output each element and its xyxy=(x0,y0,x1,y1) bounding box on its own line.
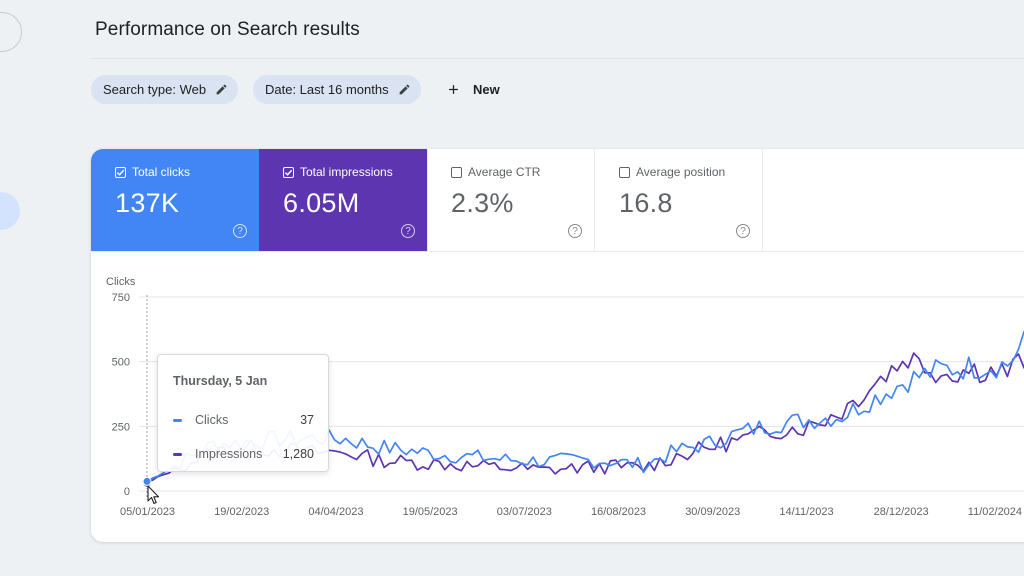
y-tick-label: 250 xyxy=(112,421,130,433)
title-divider xyxy=(90,58,1024,59)
y-tick-label: 750 xyxy=(112,292,130,304)
help-icon[interactable]: ? xyxy=(233,224,247,238)
tooltip-row-clicks: Clicks 37 xyxy=(173,413,314,427)
y-tick-label: 0 xyxy=(124,486,130,498)
performance-card: Total clicks 137K ? Total impressions 6.… xyxy=(91,149,1024,542)
performance-chart[interactable]: Clicks 750 500 250 0 05/01/2023 19/02/2023 04/0… xyxy=(91,149,1024,542)
metric-value: 6.05M xyxy=(283,188,360,218)
metric-value: 16.8 xyxy=(619,188,673,218)
x-tick-label: 19/02/2023 xyxy=(214,506,269,518)
tooltip-series-value: 37 xyxy=(300,413,314,427)
metric-average-ctr[interactable]: Average CTR 2.3% ? xyxy=(427,149,595,251)
date-filter-chip[interactable]: Date: Last 16 months xyxy=(253,75,421,104)
nav-active-indicator[interactable] xyxy=(0,192,20,230)
checkbox-checked-icon[interactable] xyxy=(283,166,294,178)
edit-pencil-icon xyxy=(216,84,227,95)
edit-pencil-icon xyxy=(399,84,409,95)
search-type-filter-chip[interactable]: Search type: Web xyxy=(91,75,239,104)
clicks-legend-swatch xyxy=(173,418,182,422)
checkbox-unchecked-icon[interactable] xyxy=(619,166,630,178)
help-icon[interactable]: ? xyxy=(736,224,750,238)
clicks-point xyxy=(142,476,152,486)
y-axis-label: Clicks xyxy=(106,276,136,288)
left-rail xyxy=(0,0,22,576)
menu-circle-button[interactable] xyxy=(0,12,22,52)
search-type-filter-label: Search type: Web xyxy=(103,82,207,97)
tooltip-date: Thursday, 5 Jan xyxy=(173,374,268,388)
metric-divider xyxy=(91,251,1024,252)
metric-label: Total clicks xyxy=(132,165,191,179)
metric-total-clicks[interactable]: Total clicks 137K ? xyxy=(91,149,259,251)
tooltip-series-name: Clicks xyxy=(195,413,229,427)
x-tick-label: 16/08/2023 xyxy=(591,506,646,518)
x-tick-label: 04/04/2023 xyxy=(308,506,363,518)
metric-value: 2.3% xyxy=(451,188,514,218)
metric-total-impressions[interactable]: Total impressions 6.05M ? xyxy=(259,149,427,251)
checkbox-checked-icon[interactable] xyxy=(115,166,126,178)
page-title: Performance on Search results xyxy=(95,19,360,40)
tooltip-series-name: Impressions xyxy=(195,447,263,461)
x-tick-label: 19/05/2023 xyxy=(403,506,458,518)
impressions-legend-swatch xyxy=(173,452,182,456)
x-tick-label: 05/01/2023 xyxy=(120,506,175,518)
help-icon[interactable]: ? xyxy=(568,224,582,238)
checkbox-unchecked-icon[interactable] xyxy=(451,166,462,178)
mouse-pointer-icon xyxy=(147,485,160,505)
help-icon[interactable]: ? xyxy=(401,224,415,238)
metric-label: Average position xyxy=(636,165,726,179)
plus-icon xyxy=(449,85,458,94)
tooltip-row-impressions: Impressions 1,280 xyxy=(173,447,314,461)
new-filter-label: New xyxy=(473,82,500,97)
x-tick-label: 14/11/2023 xyxy=(779,506,833,518)
metric-label: Average CTR xyxy=(468,165,541,179)
metric-average-position[interactable]: Average position 16.8 ? xyxy=(595,149,763,251)
chart-tooltip: Thursday, 5 Jan Clicks 37 Impressions 1,… xyxy=(157,354,329,472)
x-tick-label: 30/09/2023 xyxy=(685,506,740,518)
new-filter-button[interactable]: New xyxy=(443,76,500,103)
metric-label: Total impressions xyxy=(300,165,393,179)
x-tick-label: 28/12/2023 xyxy=(874,506,929,518)
tooltip-series-value: 1,280 xyxy=(282,447,314,461)
x-tick-label: 03/07/2023 xyxy=(497,506,552,518)
y-tick-label: 500 xyxy=(112,357,130,369)
date-filter-label: Date: Last 16 months xyxy=(265,82,389,97)
metric-value: 137K xyxy=(115,188,180,218)
x-tick-label: 11/02/2024 xyxy=(968,506,1022,518)
